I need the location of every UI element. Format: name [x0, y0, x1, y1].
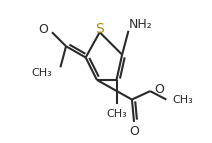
- Text: O: O: [129, 125, 139, 138]
- Text: CH₃: CH₃: [173, 95, 193, 105]
- Text: NH₂: NH₂: [129, 18, 153, 31]
- Text: O: O: [154, 83, 164, 96]
- Text: O: O: [38, 23, 48, 36]
- Text: CH₃: CH₃: [31, 68, 52, 78]
- Text: S: S: [95, 22, 104, 36]
- Text: CH₃: CH₃: [106, 109, 127, 119]
